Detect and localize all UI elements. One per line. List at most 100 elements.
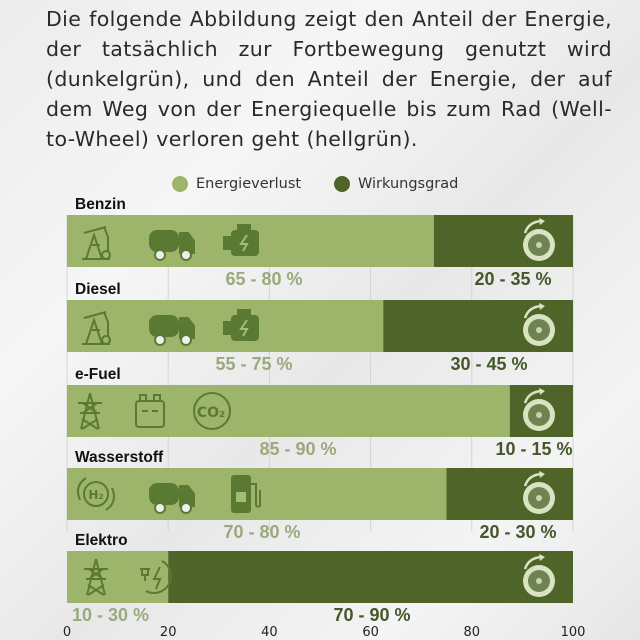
- icon-part: [539, 554, 545, 561]
- efficiency-value-label: 30 - 45 %: [450, 354, 527, 374]
- tanker-truck-icon: [149, 230, 195, 261]
- icon-part: [154, 334, 166, 346]
- co2-icon: CO₂: [193, 392, 231, 430]
- power-pylon-icon: [84, 558, 108, 596]
- category-label: Benzin: [75, 196, 126, 213]
- icon-part: [239, 319, 249, 337]
- icon-part: [250, 483, 261, 508]
- bar-energieverlust: [67, 551, 169, 603]
- icon-part: [179, 232, 195, 254]
- wheel-icon: [523, 388, 555, 431]
- h2-leaf-icon: H₂: [77, 477, 115, 511]
- bar-icons: [82, 224, 259, 261]
- x-tick-label: 40: [261, 625, 278, 640]
- icon-part: H₂: [88, 488, 103, 502]
- icon-part: [237, 224, 251, 231]
- icon-part: [536, 495, 542, 501]
- engine-icon: [223, 224, 259, 256]
- icon-part: [180, 249, 192, 261]
- icon-part: [236, 492, 246, 502]
- efficiency-value-label: 10 - 15 %: [495, 439, 572, 459]
- icon-part: [77, 477, 115, 511]
- icon-part: [145, 560, 172, 594]
- efficiency-value-label: 20 - 30 %: [479, 522, 556, 542]
- category-label: Diesel: [75, 281, 121, 298]
- efficiency-value-label: 20 - 35 %: [474, 269, 551, 289]
- icon-part: [180, 502, 192, 514]
- icon-part: [101, 335, 111, 345]
- tanker-truck-icon: [149, 483, 195, 514]
- legend-swatch: [172, 176, 188, 192]
- x-tick-label: 0: [63, 625, 71, 640]
- intro-text: Die folgende Abbildung zeigt den Anteil …: [46, 7, 612, 151]
- icon-part: [139, 394, 161, 412]
- loss-value-label: 10 - 30 %: [72, 605, 149, 625]
- category-label: e-Fuel: [75, 366, 121, 383]
- icon-part: [536, 327, 542, 333]
- icon-part: [536, 578, 542, 584]
- bar-icons: H₂: [77, 475, 261, 514]
- bar-icons: CO₂: [78, 392, 231, 430]
- category-label: Wasserstoff: [75, 449, 164, 466]
- icon-part: [149, 483, 179, 505]
- legend-swatch: [334, 176, 350, 192]
- icon-part: [539, 218, 545, 225]
- legend-item-energieverlust: Energieverlust: [172, 176, 301, 192]
- icon-part: [239, 234, 249, 252]
- bar-wirkungsgrad: [168, 551, 573, 603]
- icon-part: [154, 249, 166, 261]
- icon-part: [237, 309, 251, 316]
- icon-part: [78, 392, 102, 430]
- x-tick-label: 100: [561, 625, 586, 640]
- icon-part: [179, 317, 195, 339]
- battery-icon: [135, 394, 165, 428]
- wheel-icon: [523, 471, 555, 514]
- icon-part: [82, 311, 110, 345]
- icon-part: [180, 334, 192, 346]
- icon-part: [539, 471, 545, 478]
- icon-part: [101, 250, 111, 260]
- bar-icons: [82, 309, 259, 346]
- icon-part: [536, 412, 542, 418]
- oil-pump-icon: [82, 311, 111, 345]
- loss-value-label: 65 - 80 %: [225, 269, 302, 289]
- x-tick-label: 80: [464, 625, 481, 640]
- icon-part: [149, 230, 179, 252]
- category-label: Elektro: [75, 532, 128, 549]
- loss-value-label: 85 - 90 %: [259, 439, 336, 459]
- icon-part: [154, 502, 166, 514]
- icon-part: [152, 566, 162, 590]
- legend-label: Wirkungsgrad: [358, 176, 459, 192]
- wheel-icon: [523, 303, 555, 346]
- wheel-icon: [523, 554, 555, 597]
- x-tick-label: 20: [160, 625, 177, 640]
- loss-value-label: 70 - 80 %: [223, 522, 300, 542]
- icon-part: [539, 388, 545, 395]
- icon-part: [193, 392, 231, 430]
- legend-item-wirkungsgrad: Wirkungsgrad: [334, 176, 458, 192]
- loss-value-label: 55 - 75 %: [215, 354, 292, 374]
- tanker-truck-icon: [149, 315, 195, 346]
- icon-part: CO₂: [197, 405, 225, 421]
- engine-icon: [223, 309, 259, 341]
- plug-charge-icon: [140, 560, 172, 594]
- icon-part: [539, 303, 545, 310]
- icon-part: [223, 321, 233, 335]
- icon-part: [536, 242, 542, 248]
- icon-part: [82, 226, 110, 260]
- legend-label: Energieverlust: [196, 176, 302, 192]
- h2-fuel-pump-icon: [231, 475, 261, 513]
- oil-pump-icon: [82, 226, 111, 260]
- icon-part: [179, 485, 195, 507]
- icon-part: [140, 568, 150, 581]
- wheel-icon: [523, 218, 555, 261]
- power-pylon-icon: [78, 392, 102, 430]
- icon-part: [135, 400, 165, 428]
- icon-part: [149, 315, 179, 337]
- bar-energieverlust: [67, 385, 510, 437]
- icon-part: [223, 236, 233, 250]
- icon-part: [83, 481, 109, 507]
- efficiency-value-label: 70 - 90 %: [333, 605, 410, 625]
- x-tick-label: 60: [362, 625, 379, 640]
